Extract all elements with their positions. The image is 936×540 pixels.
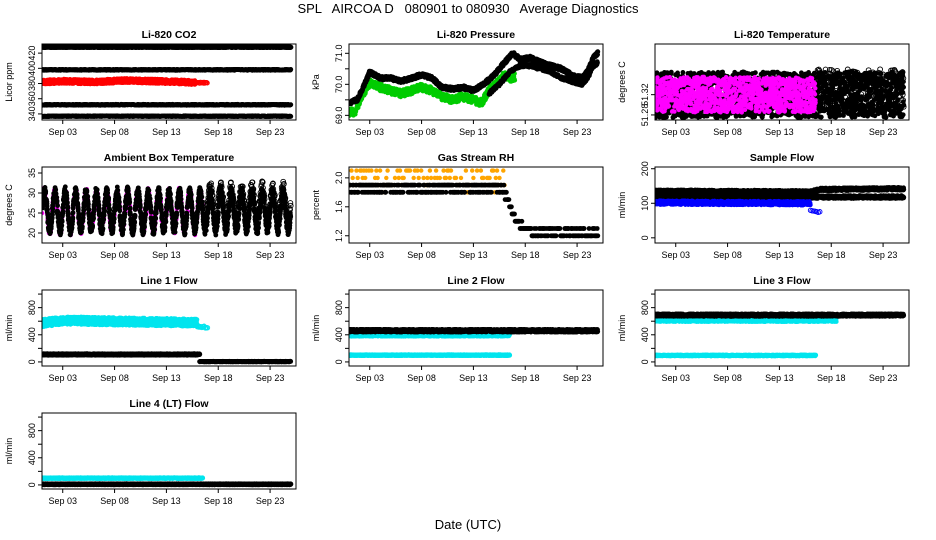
series-sample <box>42 76 198 87</box>
plot-points <box>349 49 601 118</box>
series-sample-tail <box>192 79 210 86</box>
series-low <box>349 70 518 118</box>
series-level-3 <box>42 101 294 108</box>
data-point <box>512 78 518 83</box>
data-point <box>288 44 294 50</box>
y-axis-label: kPa <box>311 74 321 90</box>
chart-title: Li-820 Pressure <box>437 29 515 41</box>
y-tick-label: 380 <box>27 76 37 91</box>
plot-points <box>42 44 294 119</box>
x-tick-label: Sep 03 <box>48 127 77 137</box>
data-point <box>288 67 294 72</box>
y-axis-label: Licor ppm <box>4 62 14 102</box>
chart-title: Li-820 CO2 <box>142 29 197 41</box>
chart-panel-1: Li-820 CO2 Licor ppm Sep 03 Sep 08 Sep 13 Sep… <box>4 29 297 137</box>
x-tick-label: Sep 18 <box>204 127 233 137</box>
y-tick-label: 420 <box>27 46 37 61</box>
figure-title: SPL AIRCOA D 080901 to 080930 Average Di… <box>0 1 936 16</box>
x-tick-label: Sep 13 <box>152 127 181 137</box>
data-point <box>204 80 210 86</box>
y-tick-label: 340 <box>27 106 37 121</box>
series-level-2 <box>42 67 294 73</box>
plot-frame <box>41 43 297 121</box>
data-point <box>288 102 294 108</box>
y-tick-label: 360 <box>27 91 37 106</box>
series-high <box>349 49 601 107</box>
series-level-4 <box>42 113 294 119</box>
x-tick-label: Sep 23 <box>256 127 285 137</box>
series-level-1 <box>42 44 294 51</box>
y-tick-label: 400 <box>27 61 37 76</box>
data-point <box>288 114 294 119</box>
x-tick-label: Sep 08 <box>100 127 129 137</box>
